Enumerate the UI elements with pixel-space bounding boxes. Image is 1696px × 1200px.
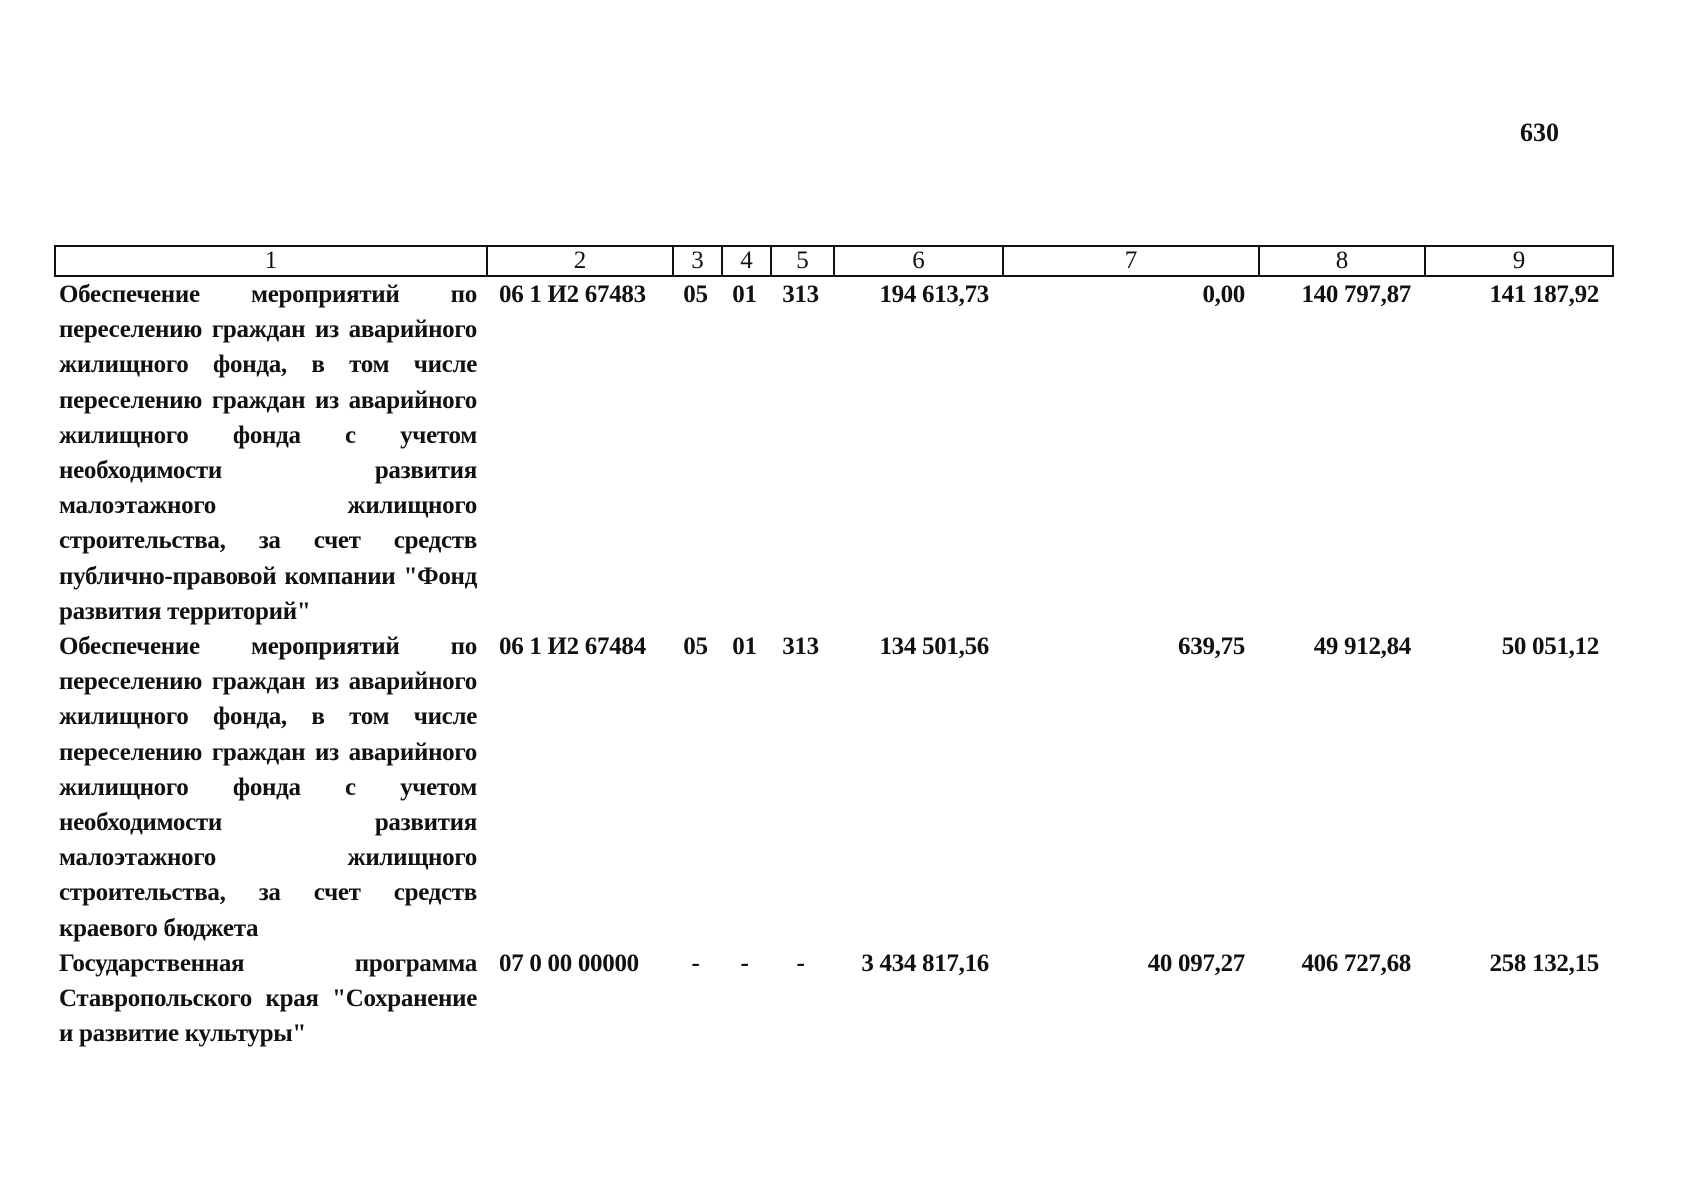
description-cell: Обеспечение мероприятий по переселению г… bbox=[59, 281, 477, 625]
description-cell: Государственная программа Ставропольског… bbox=[59, 949, 477, 1048]
amount-cell: 40 097,27 bbox=[1147, 949, 1246, 977]
subsection-cell: 01 bbox=[732, 633, 757, 661]
subsection-cell: - bbox=[740, 949, 749, 977]
amount-cell: 141 187,92 bbox=[1489, 281, 1599, 308]
amount-cell: 194 613,73 bbox=[879, 281, 989, 308]
section-cell: 05 bbox=[683, 281, 708, 308]
code-cell: 06 1 И2 67483 bbox=[499, 281, 646, 308]
table-row: Обеспечение мероприятий по переселению г… bbox=[55, 276, 1613, 629]
expense-type-cell: - bbox=[796, 949, 805, 977]
amount-cell: 406 727,68 bbox=[1301, 949, 1411, 977]
section-cell: - bbox=[691, 949, 700, 977]
amount-cell: 134 501,56 bbox=[879, 633, 989, 661]
column-header: 3 bbox=[672, 245, 723, 277]
column-header: 4 bbox=[721, 245, 772, 277]
code-cell: 06 1 И2 67484 bbox=[499, 633, 646, 661]
column-header: 8 bbox=[1258, 245, 1426, 277]
description-cell: Обеспечение мероприятий по переселению г… bbox=[59, 633, 477, 942]
code-cell: 07 0 00 00000 bbox=[499, 949, 639, 977]
column-header: 7 bbox=[1002, 245, 1260, 277]
amount-cell: 3 434 817,16 bbox=[861, 949, 989, 977]
table-row: Государственная программа Ставропольског… bbox=[55, 946, 1613, 1052]
amount-cell: 0,00 bbox=[1202, 281, 1245, 308]
amount-cell: 639,75 bbox=[1178, 633, 1245, 661]
amount-cell: 258 132,15 bbox=[1489, 949, 1599, 977]
column-header: 1 bbox=[54, 245, 488, 277]
column-header: 9 bbox=[1424, 245, 1614, 277]
column-header: 5 bbox=[770, 245, 835, 277]
subsection-cell: 01 bbox=[732, 281, 757, 308]
column-header: 2 bbox=[486, 245, 674, 277]
column-header: 6 bbox=[833, 245, 1004, 277]
expense-type-cell: 313 bbox=[782, 281, 819, 308]
amount-cell: 140 797,87 bbox=[1301, 281, 1411, 308]
amount-cell: 50 051,12 bbox=[1501, 633, 1600, 661]
table-body: Обеспечение мероприятий по переселению г… bbox=[55, 276, 1613, 1051]
expense-type-cell: 313 bbox=[782, 633, 819, 661]
table-row: Обеспечение мероприятий по переселению г… bbox=[55, 629, 1613, 946]
amount-cell: 49 912,84 bbox=[1313, 633, 1412, 661]
section-cell: 05 bbox=[683, 633, 708, 661]
page-number: 630 bbox=[1520, 118, 1559, 147]
